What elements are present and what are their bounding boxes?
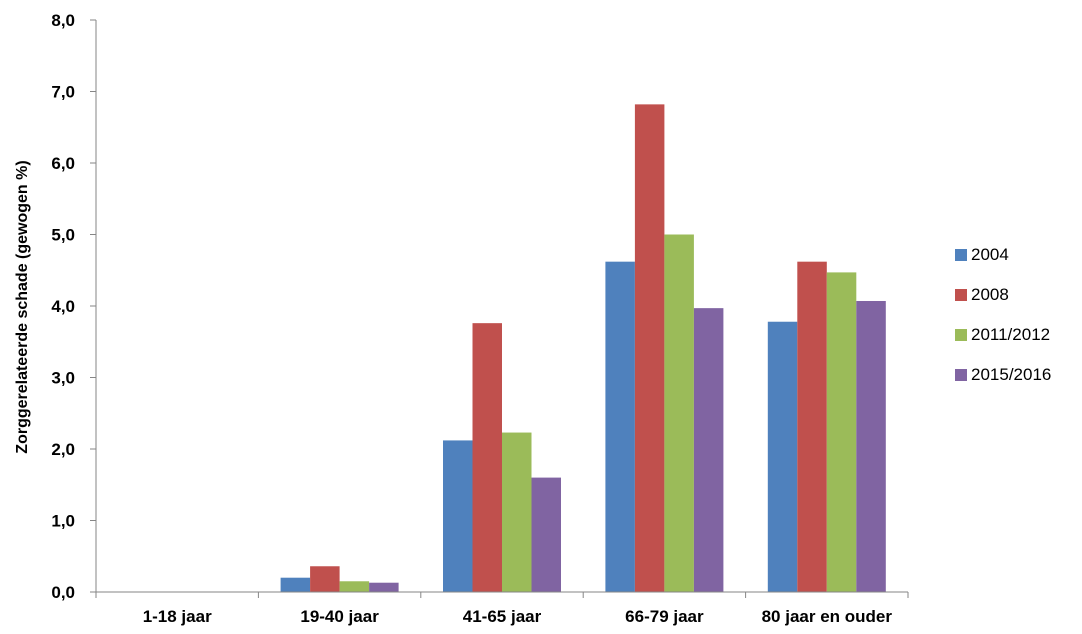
- legend: 2004 2008 2011/2012 2015/2016: [955, 243, 1051, 403]
- x-tick-label: 1-18 jaar: [143, 607, 212, 626]
- y-ticks-group: 0,0 1,0 2,0 3,0 4,0 5,0 6,0 7,0 8,0: [51, 11, 96, 602]
- y-tick-label: 5,0: [51, 226, 75, 245]
- x-tick-label: 19-40 jaar: [300, 607, 379, 626]
- y-tick-label: 7,0: [51, 83, 75, 102]
- bar: [280, 577, 311, 592]
- y-axis-title: Zorggerelateerde schade (gewogen %): [14, 160, 31, 453]
- x-tick-label: 66-79 jaar: [625, 607, 704, 626]
- y-tick-label: 4,0: [51, 297, 75, 316]
- y-tick-label: 0,0: [51, 583, 75, 602]
- bar: [605, 261, 635, 592]
- y-tick-label: 6,0: [51, 154, 75, 173]
- y-tick-label: 1,0: [51, 512, 75, 531]
- legend-item: 2015/2016: [955, 363, 1051, 387]
- legend-swatch: [955, 249, 967, 261]
- bar: [634, 104, 665, 593]
- bar: [826, 272, 857, 592]
- y-tick-label: 8,0: [51, 11, 75, 30]
- x-tick-label: 41-65 jaar: [463, 607, 542, 626]
- x-tick-label: 80 jaar en ouder: [762, 607, 893, 626]
- bar: [767, 321, 798, 592]
- legend-item: 2004: [955, 243, 1051, 267]
- bar: [693, 308, 724, 592]
- bar: [310, 566, 340, 592]
- legend-label: 2011/2012: [971, 325, 1051, 344]
- legend-label: 2004: [971, 245, 1009, 264]
- bar: [369, 582, 399, 592]
- bar: [664, 234, 694, 592]
- legend-swatch: [955, 369, 967, 381]
- legend-swatch: [955, 329, 967, 341]
- bar: [531, 477, 561, 592]
- bar: [339, 581, 370, 592]
- legend-label: 2015/2016: [971, 365, 1052, 384]
- bar: [502, 432, 532, 592]
- bar: [797, 261, 827, 592]
- legend-swatch: [955, 289, 967, 301]
- bars-group: [280, 104, 886, 593]
- legend-item: 2011/2012: [955, 323, 1051, 347]
- legend-item: 2008: [955, 283, 1051, 307]
- bar: [856, 300, 886, 592]
- y-tick-label: 2,0: [51, 440, 75, 459]
- legend-label: 2008: [971, 285, 1009, 304]
- y-tick-label: 3,0: [51, 369, 75, 388]
- bar: [472, 323, 502, 592]
- bar: [443, 440, 473, 592]
- x-ticks-group: 1-18 jaar 19-40 jaar 41-65 jaar 66-79 jaar 8…: [95, 592, 909, 626]
